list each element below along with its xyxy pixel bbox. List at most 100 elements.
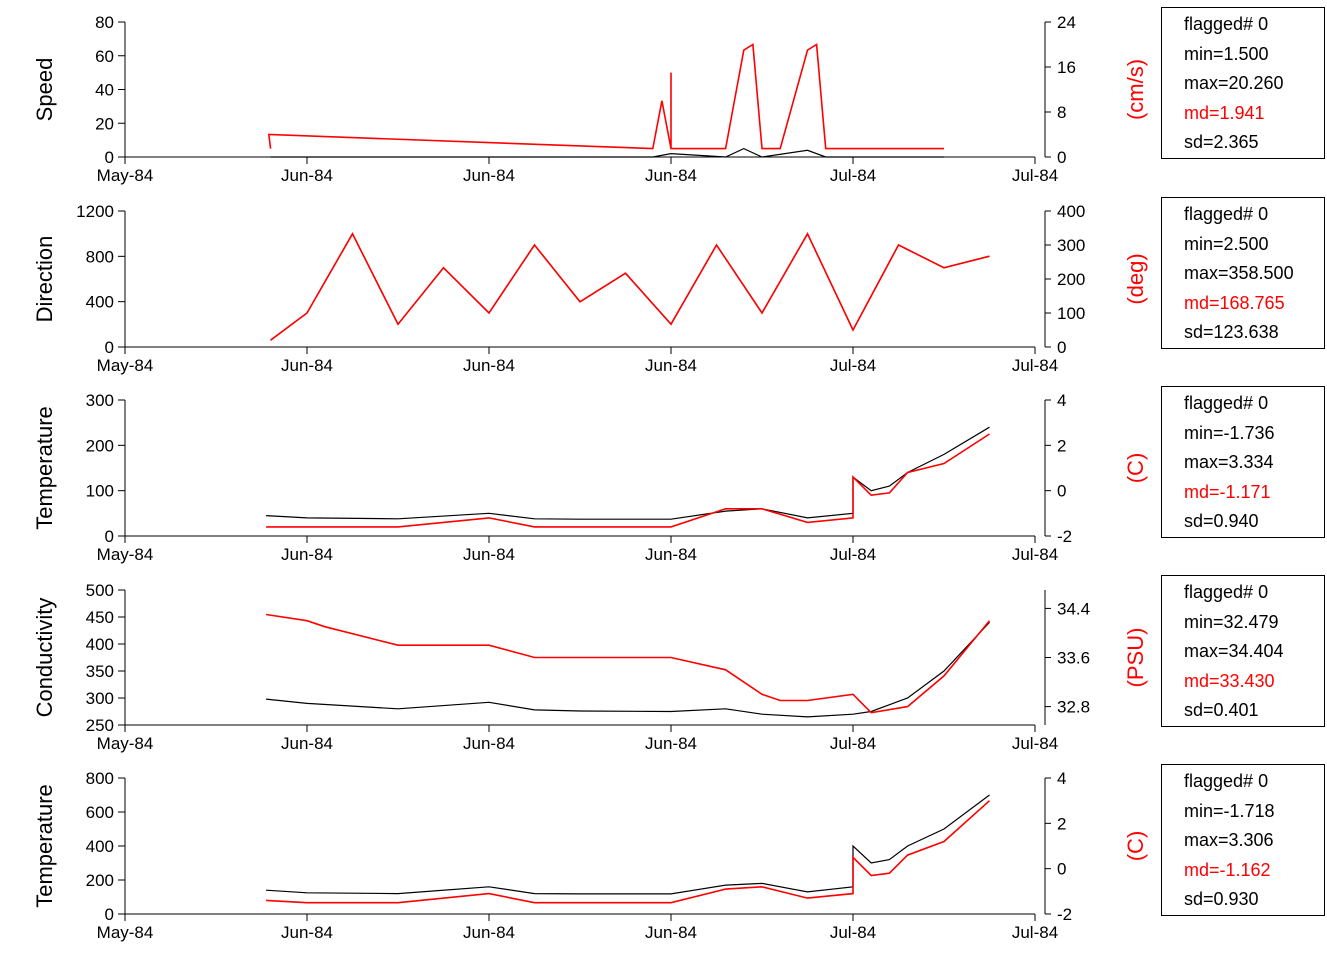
stat-min: min=1.500 [1184, 43, 1269, 64]
left-tick-label: 80 [95, 13, 114, 32]
x-tick-label: Jun-84 [463, 356, 515, 375]
stat-sd: sd=0.401 [1184, 700, 1259, 720]
left-tick-label: 200 [86, 871, 114, 890]
x-tick-label: Jul-84 [1012, 734, 1058, 753]
stat-md: md=1.941 [1184, 102, 1265, 123]
left-axis-title: Conductivity [32, 598, 57, 718]
left-tick-label: 0 [105, 527, 114, 546]
x-tick-label: Jun-84 [463, 923, 515, 942]
stat-min: min=-1.736 [1184, 422, 1275, 443]
stat-sd: sd=0.940 [1184, 511, 1259, 531]
right-tick-label: 8 [1057, 103, 1066, 122]
panel-3: 0 100 200 300 -2 0 2 4 May-84 Jun-84 Jun-84 Jun-84 J… [32, 391, 1148, 564]
series-line-red [265, 613, 991, 714]
x-tick-label: Jul-84 [830, 545, 876, 564]
right-tick-label: -2 [1057, 527, 1072, 546]
panel-4: 250 300 350 400 450 500 32.8 33.6 34.4 May-84 Jun-… [32, 581, 1148, 753]
left-tick-label: 800 [86, 769, 114, 788]
x-tick-label: May-84 [97, 166, 154, 185]
right-tick-label: 24 [1057, 13, 1076, 32]
stat-flagged: flagged# 0 [1184, 393, 1269, 413]
x-tick-label: Jun-84 [463, 166, 515, 185]
left-tick-label: 0 [105, 148, 114, 167]
stat-md: md=33.430 [1184, 670, 1275, 691]
left-tick-label: 400 [86, 293, 114, 312]
left-tick-label: 500 [86, 581, 114, 600]
left-tick-label: 450 [86, 608, 114, 627]
stat-md: md=-1.162 [1184, 859, 1271, 880]
stats-box: flagged# 0 min=1.500 max=20.260 md=1.941 sd=… [1161, 7, 1325, 159]
right-tick-label: 400 [1057, 202, 1085, 221]
right-tick-label: 0 [1057, 482, 1066, 501]
x-tick-label: Jul-84 [1012, 923, 1058, 942]
stat-flagged: flagged# 0 [1184, 204, 1269, 224]
right-tick-label: 33.6 [1057, 649, 1090, 668]
stat-sd: sd=2.365 [1184, 132, 1259, 152]
x-tick-label: Jun-84 [645, 356, 697, 375]
x-tick-label: Jun-84 [645, 545, 697, 564]
x-tick-label: May-84 [97, 356, 154, 375]
x-tick-label: Jun-84 [281, 734, 333, 753]
x-tick-label: Jun-84 [645, 923, 697, 942]
x-tick-label: Jun-84 [281, 166, 333, 185]
panel-2: 0 400 800 1200 0 100 200 300 400 May-84 Jun-84 Jun-… [32, 202, 1148, 375]
left-tick-label: 40 [95, 81, 114, 100]
series-line-black [266, 621, 990, 718]
right-tick-label: 16 [1057, 58, 1076, 77]
series-line-red [270, 232, 990, 341]
x-tick-label: May-84 [97, 923, 154, 942]
stat-sd: sd=123.638 [1184, 322, 1279, 342]
left-tick-label: 200 [86, 436, 114, 455]
series-line-black [266, 426, 990, 520]
right-tick-label: 4 [1057, 769, 1066, 788]
stat-md: md=168.765 [1184, 292, 1285, 313]
series-line-black [270, 147, 944, 158]
x-tick-label: May-84 [97, 734, 154, 753]
stat-sd: sd=0.930 [1184, 889, 1259, 909]
stat-max: max=34.404 [1184, 641, 1284, 661]
stat-max: max=20.260 [1184, 73, 1284, 93]
series-line-red [267, 43, 944, 150]
right-tick-label: 100 [1057, 304, 1085, 323]
right-tick-label: 34.4 [1057, 599, 1090, 618]
right-axis-title: (C) [1123, 831, 1148, 862]
left-tick-label: 20 [95, 114, 114, 133]
right-tick-label: -2 [1057, 905, 1072, 924]
panel-1: 0 20 40 60 80 0 8 16 24 May-84 Jun-84 Jun-84 Jun-84 J… [32, 13, 1148, 185]
left-tick-label: 800 [86, 247, 114, 266]
right-axis-title: (C) [1123, 453, 1148, 484]
stat-max: max=3.334 [1184, 452, 1274, 472]
x-tick-label: Jun-84 [281, 545, 333, 564]
x-tick-label: Jul-84 [830, 734, 876, 753]
stat-flagged: flagged# 0 [1184, 771, 1269, 791]
x-tick-label: Jul-84 [830, 166, 876, 185]
left-tick-label: 1200 [76, 202, 114, 221]
right-tick-label: 2 [1057, 436, 1066, 455]
right-tick-label: 2 [1057, 814, 1066, 833]
right-tick-label: 4 [1057, 391, 1066, 410]
panel-5: 0 200 400 600 800 -2 0 2 4 May-84 Jun-84 Jun-84 Jun-… [32, 769, 1148, 942]
x-tick-label: Jul-84 [830, 356, 876, 375]
x-tick-label: Jun-84 [281, 356, 333, 375]
x-tick-label: Jul-84 [1012, 166, 1058, 185]
stats-box: flagged# 0 min=2.500 max=358.500 md=168.765… [1161, 197, 1325, 349]
right-axis-title: (PSU) [1123, 628, 1148, 688]
right-axis-title: (deg) [1123, 253, 1148, 304]
stat-min: min=32.479 [1184, 611, 1279, 632]
stats-box: flagged# 0 min=-1.736 max=3.334 md=-1.171 sd… [1161, 386, 1325, 538]
right-tick-label: 0 [1057, 860, 1066, 879]
right-tick-label: 200 [1057, 270, 1085, 289]
stat-max: max=3.306 [1184, 830, 1274, 850]
right-tick-label: 0 [1057, 148, 1066, 167]
right-axis-title: (cm/s) [1123, 59, 1148, 120]
left-tick-label: 250 [86, 716, 114, 735]
left-tick-label: 300 [86, 689, 114, 708]
x-tick-label: Jun-84 [463, 545, 515, 564]
right-tick-label: 300 [1057, 236, 1085, 255]
stat-min: min=2.500 [1184, 233, 1269, 254]
stat-md: md=-1.171 [1184, 481, 1271, 502]
x-tick-label: Jun-84 [645, 734, 697, 753]
left-tick-label: 400 [86, 635, 114, 654]
stat-min: min=-1.718 [1184, 800, 1275, 821]
stat-max: max=358.500 [1184, 263, 1294, 283]
